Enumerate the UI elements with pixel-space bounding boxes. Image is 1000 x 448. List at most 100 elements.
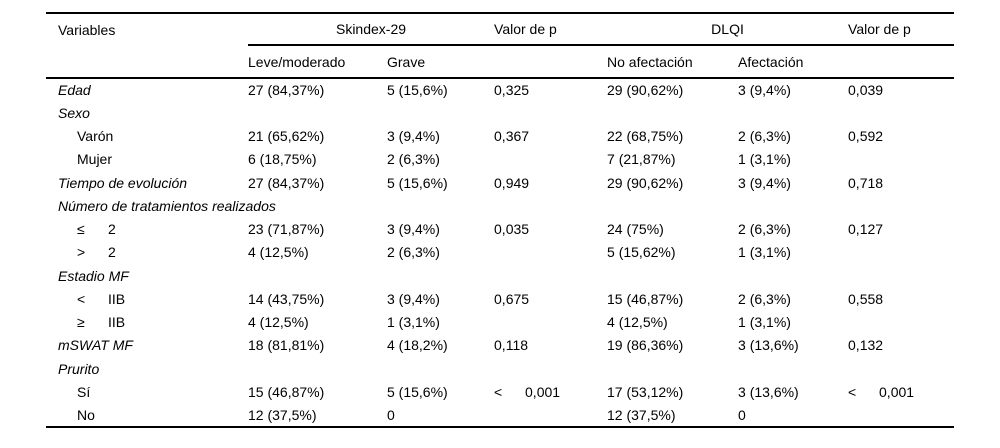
table-header: Variables Skindex-29 Valor de p DLQI Val… [46,13,955,79]
data-cell: 29 (90,62%) [607,82,684,99]
data-cell: 12 (37,5%) [248,406,317,423]
data-cell [387,357,494,380]
results-table-container: Variables Skindex-29 Valor de p DLQI Val… [46,12,955,428]
data-cell: 1 (3,1%) [387,314,440,331]
data-cell: 0,949 [494,174,530,191]
row-label: Estadio MF [58,267,129,284]
column-header-grave: Grave [387,45,495,79]
data-cell: 19 (86,36%) [607,337,684,354]
data-cell: 2 (6,3%) [738,128,791,145]
data-cell: 0,675 [494,290,530,307]
data-cell [494,241,607,264]
data-cell [738,194,848,217]
less-than-symbol: < [848,383,857,400]
data-cell: 5 (15,62%) [607,244,676,261]
header-row-subgroups: Leve/moderado Grave No afectación Afecta… [46,45,955,79]
data-cell [607,101,738,124]
table-row: Sí 15 (46,87%) 5 (15,6%) <0,001 17 (53,12%) 3… [46,380,954,403]
data-cell: 0,039 [848,82,884,99]
data-cell [387,194,494,217]
data-cell: 3 (9,4%) [738,174,791,191]
column-header-no-afectacion: No afectación [607,45,739,79]
row-label: mSWAT MF [58,337,133,354]
data-cell: 15 (46,87%) [248,383,325,400]
data-cell [248,264,387,287]
data-cell: 23 (71,87%) [248,221,325,238]
data-cell: 0,718 [848,174,884,191]
row-label: Varón [77,128,114,145]
data-cell [848,194,954,217]
row-label: Sexo [58,104,90,121]
data-cell: 0 [387,406,395,423]
table-row: Prurito [46,357,954,380]
column-header-spacer-1 [494,45,608,79]
data-cell: 21 (65,62%) [248,128,325,145]
data-cell: 4 (12,5%) [248,244,309,261]
data-cell: 4 (12,5%) [248,314,309,331]
row-label: Sí [77,383,91,400]
data-cell: 24 (75%) [607,221,664,238]
row-label: < IIB [46,287,248,310]
data-cell [848,357,954,380]
data-cell [848,264,954,287]
table-row: Mujer 6 (18,75%) 2 (6,3%) 7 (21,87%) 1 (3,1%… [46,148,954,171]
data-cell: 0,592 [848,128,884,145]
column-group-dlqi: DLQI [607,13,849,46]
row-label: >2 [46,241,248,264]
data-cell: 3 (9,4%) [387,128,440,145]
data-cell: <0,001 [494,383,561,400]
data-cell: 27 (84,37%) [248,82,325,99]
row-label: Número de tratamientos realizados [58,197,276,214]
comparison-symbol: ≤ [77,221,85,238]
data-cell: 0,118 [494,337,529,354]
data-cell [494,101,607,124]
table-row: mSWAT MF 18 (81,81%) 4 (18,2%) 0,118 19 (86,… [46,334,954,357]
data-cell: 0,132 [848,337,884,354]
data-cell: 0,127 [848,221,884,238]
table-body: Edad 27 (84,37%) 5 (15,6%) 0,325 29 (90,62%)… [46,78,954,427]
column-header-leve-moderado: Leve/moderado [248,45,387,79]
data-cell: 4 (12,5%) [607,314,668,331]
data-cell: 29 (90,62%) [607,174,684,191]
row-label-text: 2 [108,244,116,261]
data-cell: 17 (53,12%) [607,383,684,400]
row-label: Tiempo de evolución [58,174,188,191]
data-cell: 3 (13,6%) [738,383,799,400]
data-cell: 12 (37,5%) [607,406,676,423]
data-cell [248,101,387,124]
column-header-p-value-1: Valor de p [494,13,608,46]
table-row: Número de tratamientos realizados [46,194,954,217]
data-cell: 15 (46,87%) [607,290,684,307]
row-label: Edad [58,82,91,99]
table-row: Edad 27 (84,37%) 5 (15,6%) 0,325 29 (90,62%)… [46,78,954,101]
row-label: No [77,406,95,423]
data-cell: 0,558 [848,290,884,307]
data-cell: 1 (3,1%) [738,151,791,168]
row-label-text: IIB [108,314,126,331]
data-cell [738,101,848,124]
data-cell: <0,001 [848,383,915,400]
data-cell: 6 (18,75%) [248,151,317,168]
table-row: ≥ IIB 4 (12,5%) 1 (3,1%) 4 (12,5%) 1 (3,1%) [46,311,954,334]
data-cell: 18 (81,81%) [248,337,325,354]
data-cell: 0,367 [494,128,530,145]
data-cell [848,241,954,264]
data-cell [848,148,954,171]
table-row: Estadio MF [46,264,954,287]
table-row: No 12 (37,5%) 0 12 (37,5%) 0 [46,404,954,427]
data-cell [607,357,738,380]
data-cell: 3 (9,4%) [738,82,791,99]
data-cell: 5 (15,6%) [387,174,448,191]
column-header-variables: Variables [46,13,248,79]
row-label: ≥ IIB [46,311,248,334]
data-cell: 0 [738,406,746,423]
row-label-text: 2 [108,221,116,238]
table-row: Varón 21 (65,62%) 3 (9,4%) 0,367 22 (68,75%)… [46,125,954,148]
column-header-spacer-2 [848,45,955,79]
data-cell: 3 (9,4%) [387,290,440,307]
row-label: ≤2 [46,218,248,241]
data-cell [848,311,954,334]
data-cell [848,101,954,124]
data-cell: 5 (15,6%) [387,82,448,99]
